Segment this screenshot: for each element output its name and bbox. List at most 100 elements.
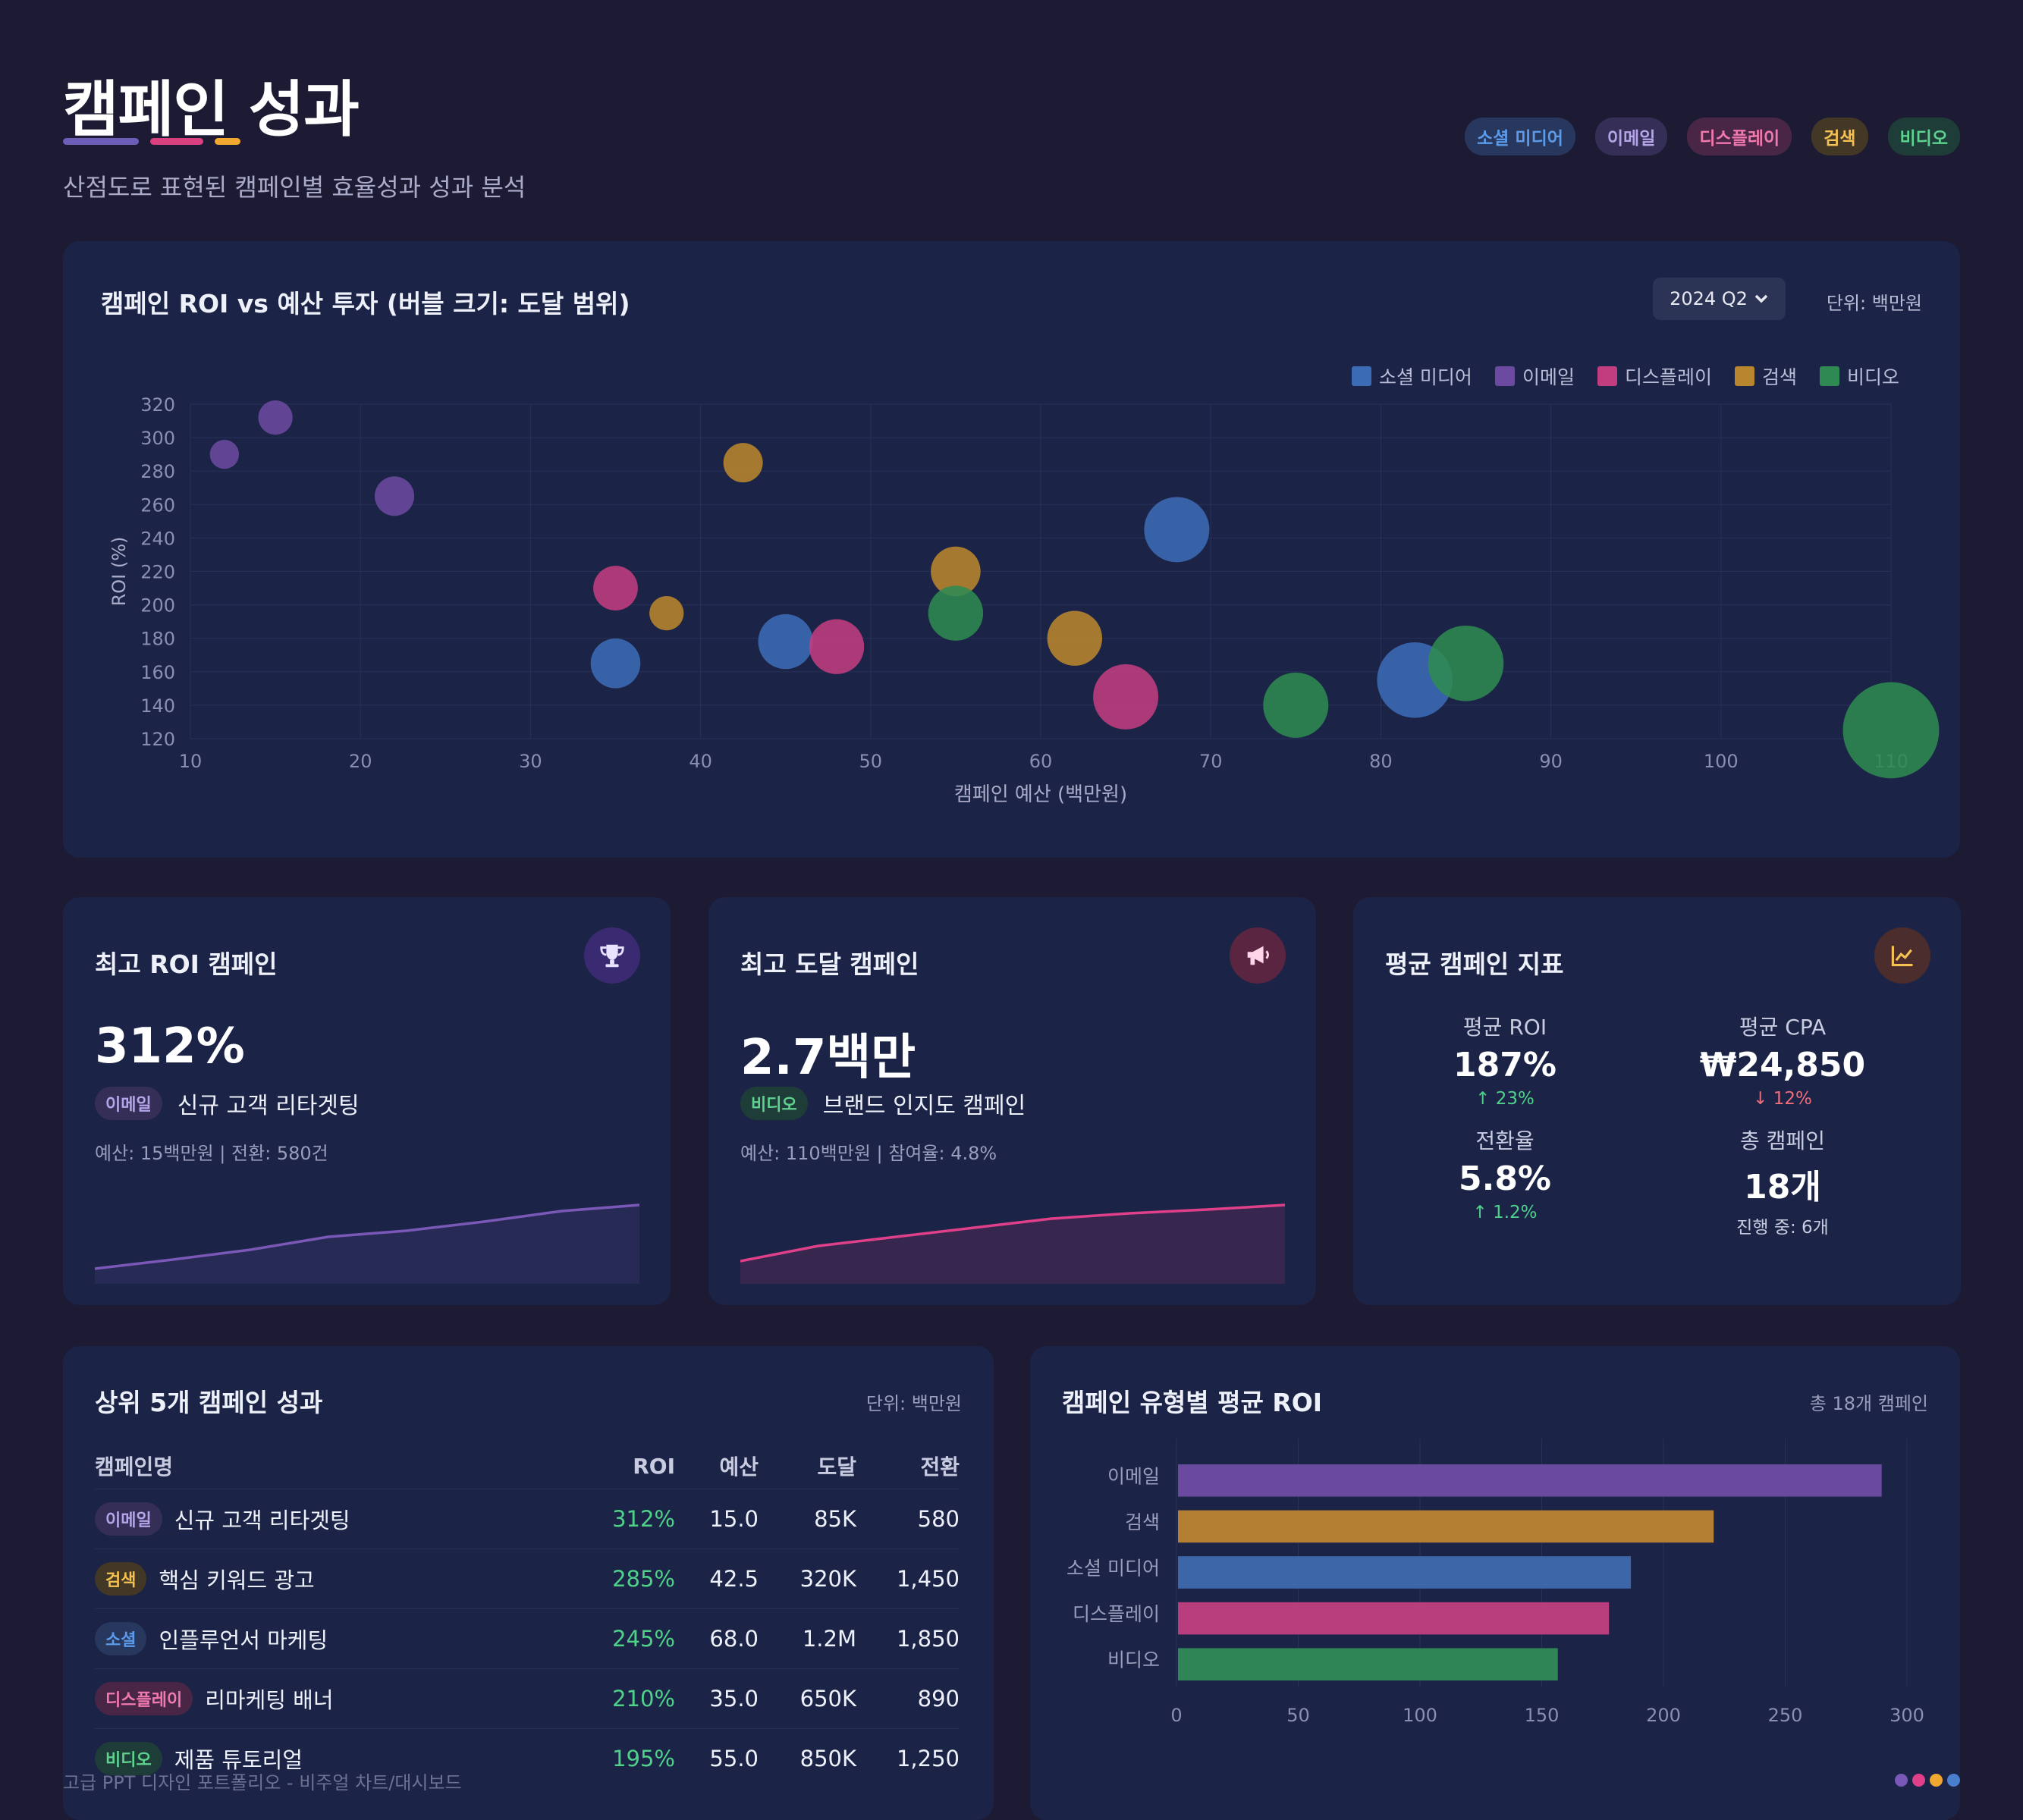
category-chip: 소셜 미디어 (1465, 118, 1575, 155)
bar[interactable] (1178, 1602, 1610, 1635)
sparkline-line (740, 1203, 1285, 1263)
table-row[interactable]: 소셜 인플루언서 마케팅 245% 68.0 1.2M 1,850 (95, 1608, 960, 1668)
legend-item: 비디오 (1819, 362, 1899, 390)
scatter-point[interactable] (209, 439, 240, 469)
legend-label: 검색 (1761, 366, 1797, 388)
x-tick-label: 200 (1646, 1705, 1681, 1726)
x-tick-label: 0 (1170, 1705, 1182, 1726)
row-name-cell: 이메일 신규 고객 리타겟팅 (95, 1489, 350, 1549)
metric-value: 187% (1453, 1046, 1557, 1084)
legend-label: 비디오 (1846, 366, 1899, 388)
scatter-point[interactable] (258, 400, 293, 435)
x-tick-label: 150 (1525, 1705, 1560, 1726)
row-tag: 이메일 (95, 1502, 162, 1536)
bar[interactable] (1178, 1556, 1632, 1589)
metric-total-campaigns: 총 캠페인 18개 진행 중: 6개 (1654, 1125, 1911, 1238)
top-reach-sparkline (740, 1203, 1285, 1284)
table-row[interactable]: 이메일 신규 고객 리타겟팅 312% 15.0 85K 580 (95, 1489, 960, 1549)
y-tick-label: 240 (140, 528, 175, 549)
row-name-cell: 소셜 인플루언서 마케팅 (95, 1609, 328, 1668)
row-reach: 320K (799, 1566, 856, 1592)
scatter-point[interactable] (931, 546, 981, 597)
row-name-cell: 비디오 제품 튜토리얼 (95, 1729, 303, 1788)
footer-dots (1895, 1774, 1960, 1787)
footer-dot (1895, 1774, 1908, 1787)
row-roi: 285% (612, 1566, 675, 1592)
scatter-point[interactable] (1842, 682, 1940, 779)
row-tag: 소셜 (95, 1622, 147, 1655)
header-budget: 예산 (719, 1454, 759, 1480)
row-name: 신규 고객 리타겟팅 (174, 1508, 350, 1533)
x-tick-label: 70 (1199, 751, 1223, 772)
category-chip: 이메일 (1594, 118, 1668, 155)
metric-sub: 진행 중: 6개 (1736, 1218, 1829, 1238)
bar-category-label: 디스플레이 (1073, 1603, 1160, 1625)
metric-label: 전환율 (1475, 1128, 1535, 1153)
arrow-up-icon: ↑ (1475, 1089, 1496, 1109)
scatter-point[interactable] (1263, 672, 1329, 738)
table-title: 상위 5개 캠페인 성과 (95, 1388, 323, 1417)
y-tick-label: 220 (140, 562, 175, 583)
metric-label: 총 캠페인 (1740, 1128, 1825, 1153)
header-name: 캠페인명 (95, 1454, 174, 1480)
scatter-point[interactable] (590, 638, 641, 689)
metric-value: ₩24,850 (1699, 1046, 1866, 1084)
chevron-down-icon (1754, 294, 1768, 303)
legend-swatch (1597, 366, 1617, 386)
scatter-point[interactable] (928, 585, 984, 641)
bar[interactable] (1178, 1510, 1714, 1543)
table-unit-label: 단위: 백만원 (865, 1393, 962, 1414)
average-metrics-card: 평균 캠페인 지표 평균 ROI 187% ↑ 23% 평균 CPA ₩24,8… (1353, 897, 1961, 1305)
row-name: 제품 튜토리얼 (174, 1747, 303, 1773)
x-tick-label: 100 (1704, 751, 1739, 772)
top-reach-detail: 예산: 110백만원 | 참여율: 4.8% (740, 1143, 997, 1164)
page-title: 캠페인 성과 (63, 74, 360, 145)
x-tick-label: 250 (1768, 1705, 1803, 1726)
table-row[interactable]: 검색 핵심 키워드 광고 285% 42.5 320K 1,450 (95, 1549, 960, 1608)
scatter-point[interactable] (593, 566, 638, 610)
legend-item: 검색 (1734, 362, 1797, 390)
average-metrics-title: 평균 캠페인 지표 (1385, 949, 1564, 979)
scatter-point[interactable] (1047, 610, 1103, 666)
bar[interactable] (1178, 1648, 1558, 1680)
table-row[interactable]: 디스플레이 리마케팅 배너 210% 35.0 650K 890 (95, 1668, 960, 1728)
y-axis-label: ROI (%) (108, 537, 130, 607)
x-tick-label: 30 (519, 751, 542, 772)
row-budget: 42.5 (709, 1566, 759, 1592)
legend-label: 디스플레이 (1624, 366, 1712, 388)
scatter-point[interactable] (809, 619, 865, 674)
scatter-point[interactable] (1093, 664, 1159, 730)
roi-by-type-card: 0 50 100 150 200 250 300 이메일 검색 소셜 미디어 디스플레이 비디오 캠페… (1030, 1346, 1960, 1820)
footer-dot (1947, 1774, 1960, 1787)
bar[interactable] (1178, 1464, 1882, 1497)
x-tick-label: 40 (689, 751, 712, 772)
category-chip: 디스플레이 (1687, 118, 1792, 155)
underline-bar-1 (63, 138, 139, 145)
metric-change-value: 23% (1495, 1089, 1535, 1109)
bar-category-label: 소셜 미디어 (1066, 1558, 1160, 1580)
scatter-point[interactable] (1428, 625, 1504, 701)
megaphone-icon (1230, 927, 1286, 984)
header-reach: 도달 (817, 1454, 856, 1480)
scatter-point[interactable] (1144, 497, 1210, 563)
top-campaigns-table-card: 상위 5개 캠페인 성과 단위: 백만원 캠페인명 ROI 예산 도달 전환 이… (63, 1346, 994, 1820)
row-roi: 210% (612, 1686, 675, 1712)
scatter-plot: 1020304050607080901001101201401601802002… (108, 394, 1940, 806)
legend-item: 이메일 (1494, 362, 1575, 390)
footer-text: 고급 PPT 디자인 포트폴리오 - 비주얼 차트/대시보드 (63, 1772, 462, 1793)
metric-value: 18개 (1744, 1168, 1821, 1207)
scatter-point[interactable] (649, 596, 684, 631)
scatter-point[interactable] (375, 476, 415, 516)
legend-label: 소셜 미디어 (1378, 366, 1472, 388)
row-name-cell: 검색 핵심 키워드 광고 (95, 1549, 315, 1608)
x-tick-label: 50 (1286, 1705, 1310, 1726)
scatter-point[interactable] (758, 613, 813, 670)
period-select[interactable]: 2024 Q2 (1653, 278, 1786, 320)
title-underline (63, 138, 240, 145)
y-tick-label: 320 (140, 394, 175, 416)
table-row[interactable]: 비디오 제품 튜토리얼 195% 55.0 850K 1,250 (95, 1728, 960, 1788)
bar-category-label: 검색 (1125, 1511, 1160, 1533)
row-name: 핵심 키워드 광고 (159, 1567, 315, 1593)
legend-swatch (1734, 366, 1754, 386)
scatter-point[interactable] (723, 443, 763, 483)
